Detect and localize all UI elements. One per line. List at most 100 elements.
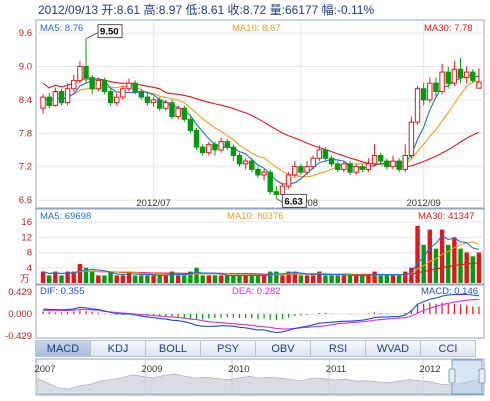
tab-boll[interactable]: BOLL [145, 340, 201, 357]
candle-down [199, 146, 206, 154]
volume-bar [255, 275, 261, 283]
volume-legend: MA5: 69698 MA10: 80376 MA30: 41347 [40, 211, 475, 222]
candle-down [445, 71, 451, 84]
candle-down [236, 155, 243, 165]
candle-up [316, 149, 323, 159]
volume-bar [157, 275, 162, 283]
candle-down [169, 102, 175, 118]
volume-y-axis: 16 12 8 4 [21, 217, 32, 274]
tab-rsi[interactable]: RSI [310, 340, 366, 357]
price-legend: MA5: 8.76 MA10: 8.67 MA30: 7.78 [40, 23, 473, 34]
candle-up [95, 79, 102, 90]
open-value: 8.61 [116, 3, 141, 17]
candle-down [58, 91, 65, 104]
volume-bar [249, 275, 255, 283]
volume-bar [421, 244, 426, 283]
candle-down [377, 155, 384, 162]
volume-bar [59, 275, 64, 283]
candlestick-series [40, 38, 482, 199]
volume-bar [218, 275, 224, 283]
navigator-handle-left[interactable] [448, 368, 456, 384]
macd-tick-label: -0.429 [5, 331, 32, 342]
price-panel-frame [35, 19, 485, 209]
candle-down [101, 79, 108, 93]
volume-bar [452, 237, 457, 283]
candle-up [163, 102, 169, 109]
volume-bar [280, 275, 285, 283]
tab-wvad[interactable]: WVAD [365, 340, 421, 357]
tab-obv[interactable]: OBV [255, 340, 311, 357]
volume-bar [53, 271, 58, 283]
candle-up [408, 121, 415, 156]
volume-bar [114, 275, 119, 283]
price-tick-label: 6.6 [19, 195, 32, 206]
volume-bar [274, 271, 279, 283]
volume-bar [243, 275, 248, 283]
volume-label: 量: [269, 3, 285, 17]
candle-up [390, 160, 396, 168]
volume-bar [335, 275, 340, 283]
low-marker-text: 6.63 [284, 196, 303, 207]
candle-down [193, 129, 200, 148]
volume-bar [261, 275, 267, 283]
vol-ma5-line [42, 234, 480, 276]
indicator-tabs: MACD KDJ BOLL PSY OBV RSI WVAD CCI [35, 340, 476, 357]
candle-down [132, 82, 138, 93]
candle-up [64, 88, 71, 104]
quote-header: 2012/09/13 开:8.61 高:8.97 低:8.61 收:8.72 量… [38, 1, 374, 18]
candle-up [218, 141, 224, 151]
change-label: 幅: [321, 3, 337, 17]
price-tick-label: 9.6 [19, 28, 32, 39]
volume-bar [145, 275, 150, 283]
candle-down [107, 91, 114, 104]
ma30-legend: MA30: 7.78 [424, 23, 473, 34]
volume-bar [329, 275, 334, 283]
candle-up [206, 143, 212, 154]
volume-bar [409, 267, 414, 283]
navigator-selection[interactable] [451, 359, 483, 395]
macd-y-axis: 0.429 0.000 -0.429 [5, 287, 32, 342]
volume-bar [46, 275, 52, 283]
candle-up [52, 91, 59, 106]
navigator-handle-right[interactable] [478, 368, 486, 384]
candle-up [476, 81, 482, 89]
volume-bar [102, 275, 107, 283]
volume-bar [415, 225, 420, 283]
volume-bar [470, 256, 476, 283]
tab-psy[interactable]: PSY [200, 340, 256, 357]
volume-bar [231, 275, 236, 283]
tab-kdj[interactable]: KDJ [90, 340, 146, 357]
candle-down [335, 163, 341, 170]
candle-up [126, 82, 132, 90]
candle-down [46, 96, 52, 106]
volume-bar [341, 275, 347, 283]
price-y-axis: 9.6 9.0 8.4 7.8 7.2 6.6 [19, 28, 32, 206]
volume-bar [182, 275, 187, 283]
candle-up [279, 185, 286, 195]
volume-bar [200, 275, 205, 283]
volume-bar [323, 275, 328, 283]
volume-bar [175, 275, 181, 283]
volume-ma-lines [42, 234, 480, 276]
candle-up [402, 155, 408, 170]
candle-up [353, 166, 359, 173]
change-value: -0.11% [337, 3, 375, 17]
tab-macd[interactable]: MACD [35, 340, 91, 357]
volume-bar [126, 271, 132, 283]
volume-bar [396, 275, 402, 283]
low-marker: 6.63 [276, 193, 307, 208]
candle-down [156, 99, 163, 109]
volume-bar [439, 229, 445, 283]
volume-bar [132, 275, 138, 283]
candle-down [298, 166, 304, 173]
candle-up [310, 157, 316, 168]
tab-cci[interactable]: CCI [420, 340, 476, 357]
navigator-year-label: 2007 [34, 364, 55, 375]
low-marker-leader [276, 197, 283, 203]
candle-down [267, 171, 273, 193]
price-tick-label: 9.0 [19, 62, 32, 73]
candle-up [304, 166, 310, 173]
candle-down [470, 71, 476, 81]
volume-bar [108, 271, 113, 283]
high-label: 高: [143, 3, 159, 17]
